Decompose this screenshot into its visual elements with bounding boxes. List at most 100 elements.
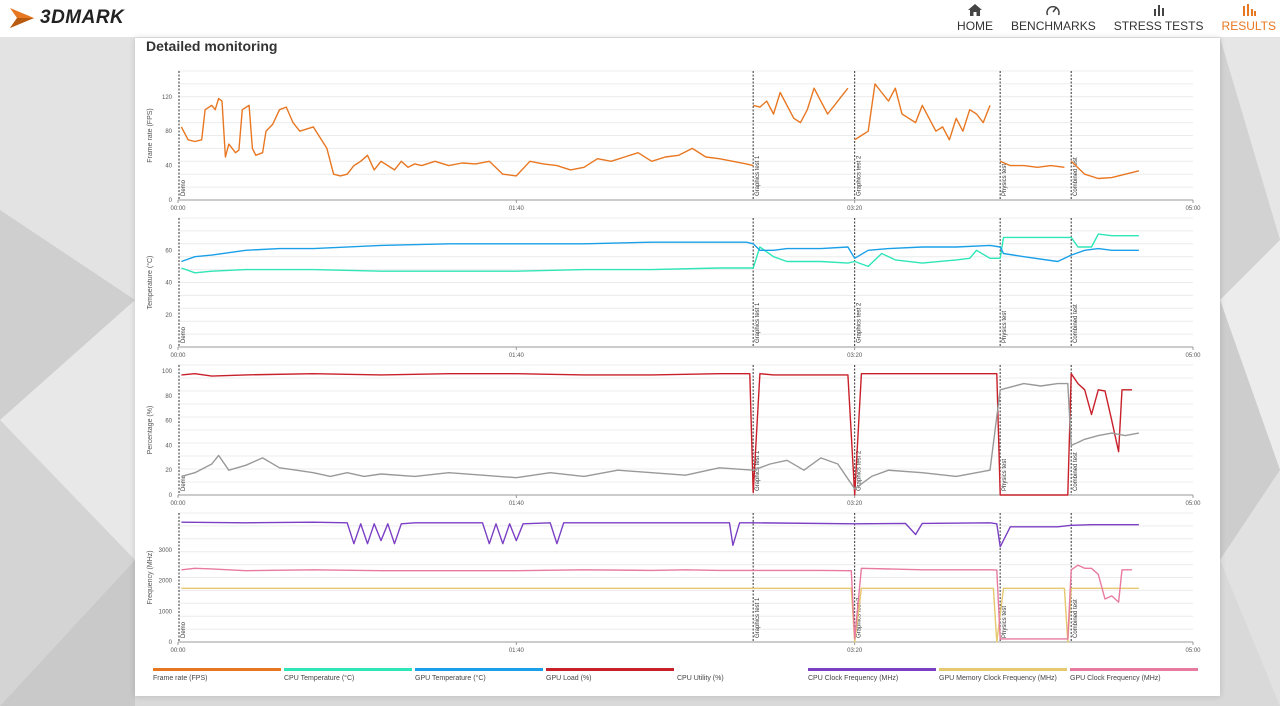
y-tick-label: 0 — [169, 640, 173, 646]
test-marker-label: Physics test — [1002, 311, 1008, 343]
y-tick-label: 0 — [169, 493, 173, 499]
y-tick-label: 20 — [165, 468, 172, 474]
test-marker-label: Graphics test 2 — [857, 302, 863, 343]
test-marker-label: Combined test — [1073, 304, 1079, 343]
test-marker-label: Graphics test 2 — [857, 450, 863, 491]
x-tick-label: 01:40 — [509, 648, 525, 654]
series-line — [181, 521, 1139, 548]
test-marker-label: Demo — [181, 621, 187, 638]
legend-swatch[interactable] — [677, 668, 805, 671]
detailed-monitoring-panel: Detailed monitoring 0 40 80 120 Frame rate (… — [135, 38, 1220, 696]
test-marker-label: Graphics test 1 — [755, 597, 761, 638]
nav-results-label: RESULTS — [1221, 19, 1276, 33]
chart-2: 0 20 40 60 80 100 Percentage (%) 00:00 01:40 03:2… — [147, 364, 1201, 507]
app-logo-text: 3DMARK — [40, 7, 125, 28]
app-logo[interactable]: 3DMARK — [8, 4, 124, 32]
legend-label[interactable]: CPU Temperature (°C) — [284, 675, 355, 682]
panel-title: Detailed monitoring — [146, 38, 278, 54]
legend-swatch[interactable] — [939, 668, 1067, 671]
series-line — [181, 241, 1139, 263]
y-tick-label: 40 — [165, 281, 172, 287]
nav-benchmarks[interactable]: BENCHMARKS — [1011, 0, 1096, 38]
nav-stress-tests[interactable]: STRESS TESTS — [1114, 0, 1204, 38]
series-line — [1070, 160, 1140, 180]
series-line — [999, 160, 1065, 168]
results-icon — [1242, 4, 1256, 16]
x-tick-label: 00:00 — [170, 648, 186, 654]
test-marker-label: Combined test — [1073, 452, 1079, 491]
test-marker-label: Combined test — [1073, 599, 1079, 638]
y-tick-label: 0 — [169, 345, 173, 351]
nav-home[interactable]: HOME — [957, 0, 993, 38]
series-line — [180, 97, 754, 177]
legend-label[interactable]: Frame rate (FPS) — [153, 675, 208, 682]
legend-label[interactable]: GPU Clock Frequency (MHz) — [1070, 675, 1161, 682]
chart-0: 0 40 80 120 Frame rate (FPS) 00:00 01:40 03:20 0… — [147, 70, 1201, 212]
nav-benchmarks-label: BENCHMARKS — [1011, 19, 1096, 33]
legend-label[interactable]: CPU Utility (%) — [677, 675, 724, 682]
monitoring-charts: 0 40 80 120 Frame rate (FPS) 00:00 01:40 03:20 0… — [146, 70, 1201, 654]
test-marker-label: Demo — [181, 474, 187, 491]
series-line — [181, 382, 1140, 490]
x-tick-label: 00:00 — [170, 206, 186, 212]
legend-swatch[interactable] — [153, 668, 281, 671]
bar-chart-icon — [1153, 5, 1164, 16]
y-axis-label: Frame rate (FPS) — [147, 108, 154, 162]
x-tick-label: 03:20 — [847, 648, 863, 654]
x-tick-label: 05:00 — [1185, 648, 1201, 654]
y-axis-label: Frequency (MHz) — [147, 550, 154, 604]
legend-swatch[interactable] — [415, 668, 543, 671]
chart-3: 0 1000 2000 3000 Frequency (MHz) 00:00 01:40 03… — [147, 512, 1201, 654]
main-nav: HOME BENCHMARKS STRESS TESTS RESULTS — [939, 0, 1280, 38]
series-line — [181, 564, 1133, 640]
y-tick-label: 0 — [169, 198, 173, 204]
chart-1: 0 20 40 60 Temperature (°C) 00:00 01:40 03:20 05… — [146, 217, 1201, 359]
test-marker-label: Combined test — [1073, 157, 1079, 196]
legend-label[interactable]: GPU Memory Clock Frequency (MHz) — [939, 675, 1057, 682]
y-tick-label: 2000 — [159, 579, 173, 585]
gauge-icon — [1046, 5, 1061, 16]
nav-results[interactable]: RESULTS — [1222, 0, 1276, 38]
y-tick-label: 60 — [165, 419, 172, 425]
test-marker-label: Physics test — [1002, 164, 1008, 196]
series-line — [181, 233, 1139, 274]
x-tick-label: 01:40 — [509, 353, 525, 359]
y-tick-label: 60 — [165, 248, 172, 254]
y-tick-label: 40 — [165, 443, 172, 449]
y-tick-label: 80 — [165, 394, 172, 400]
x-tick-label: 05:00 — [1185, 206, 1201, 212]
x-tick-label: 03:20 — [847, 206, 863, 212]
y-tick-label: 40 — [165, 164, 172, 170]
x-tick-label: 05:00 — [1185, 501, 1201, 507]
legend-label[interactable]: GPU Temperature (°C) — [415, 675, 486, 682]
legend-swatch[interactable] — [1070, 668, 1198, 671]
3dmark-logo-icon — [10, 8, 34, 28]
legend-label[interactable]: GPU Load (%) — [546, 675, 592, 682]
legend-swatch[interactable] — [284, 668, 412, 671]
nav-home-label: HOME — [957, 19, 994, 33]
legend-swatch[interactable] — [546, 668, 674, 671]
x-tick-label: 05:00 — [1185, 353, 1201, 359]
legend-label[interactable]: CPU Clock Frequency (MHz) — [808, 675, 899, 682]
y-tick-label: 80 — [165, 129, 172, 135]
test-marker-label: Physics test — [1002, 606, 1008, 638]
test-marker-label: Graphics test 1 — [755, 450, 761, 491]
y-tick-label: 120 — [162, 95, 173, 101]
test-marker-label: Graphics test 1 — [755, 302, 761, 343]
legend-swatch[interactable] — [808, 668, 936, 671]
series-line — [181, 587, 1139, 643]
home-icon — [968, 4, 983, 16]
x-tick-label: 03:20 — [847, 501, 863, 507]
series-line — [753, 87, 849, 124]
x-tick-label: 01:40 — [509, 501, 525, 507]
top-navigation-bar: 3DMARK HOME BENCHMARKS STRESS TESTS RESU… — [0, 0, 1280, 38]
y-tick-label: 1000 — [159, 609, 173, 615]
test-marker-label: Demo — [181, 326, 187, 343]
y-tick-label: 20 — [165, 313, 172, 319]
test-marker-label: Demo — [181, 179, 187, 196]
test-marker-label: Graphics test 2 — [857, 597, 863, 638]
y-tick-label: 100 — [162, 369, 173, 375]
test-marker-label: Physics test — [1002, 459, 1008, 491]
x-tick-label: 01:40 — [509, 206, 525, 212]
